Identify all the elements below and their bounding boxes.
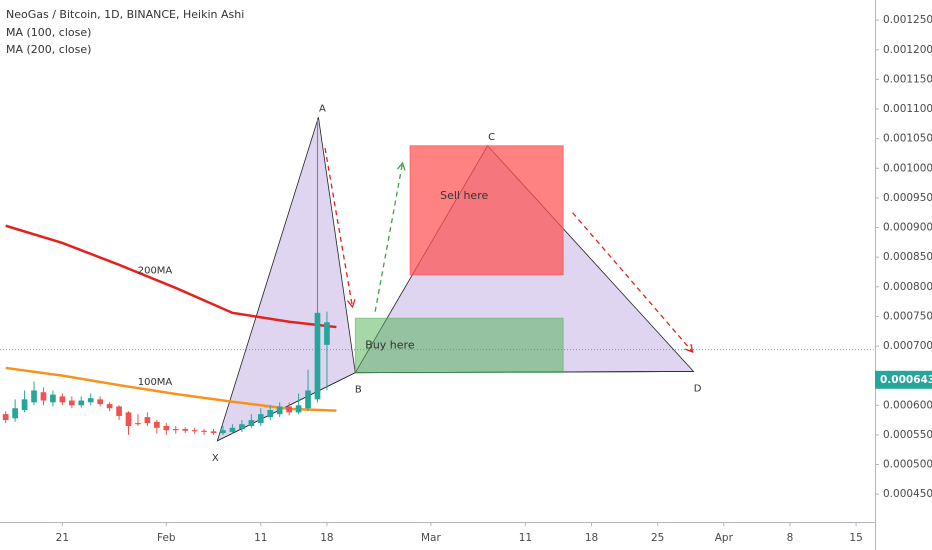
candle-body: [12, 408, 18, 419]
candle-body: [267, 410, 274, 418]
y-tick-label: 0.001100: [883, 103, 932, 115]
y-tick-label: 0.000500: [883, 459, 932, 471]
candle-body: [144, 417, 151, 424]
zone-label: Sell here: [440, 189, 488, 202]
moving-average-label: 100MA: [138, 377, 173, 388]
y-tick-label: 0.001050: [883, 133, 932, 145]
candle-body: [220, 430, 226, 434]
pattern-point-label: B: [355, 385, 362, 396]
arrow-head: [684, 343, 694, 353]
x-tick-label: 18: [585, 532, 598, 544]
candle-body: [106, 404, 113, 409]
candle-body: [50, 394, 56, 403]
x-tick-label: 21: [56, 532, 69, 544]
moving-average-line: [5, 224, 337, 329]
candle-body: [305, 390, 311, 409]
pattern-point-label: A: [319, 103, 326, 114]
candle-body: [68, 400, 75, 406]
last-price-label: 0.000643: [880, 374, 932, 386]
candle-body: [324, 322, 330, 345]
candle-body: [116, 406, 122, 416]
candle-body: [97, 399, 103, 405]
y-tick-label: 0.000450: [883, 488, 932, 500]
pattern-point-label: X: [212, 453, 219, 464]
y-tick-label: 0.000700: [883, 340, 932, 352]
arrow-line: [374, 162, 404, 312]
candle-body: [191, 430, 198, 432]
candle-body: [201, 430, 207, 432]
candle-body: [135, 423, 141, 425]
y-tick-label: 0.000800: [883, 281, 932, 293]
candle-body: [276, 406, 283, 415]
arrow-head: [396, 161, 406, 171]
y-tick-label: 0.000850: [883, 251, 932, 263]
x-tick-label: 11: [519, 532, 532, 544]
x-tick-label: 25: [651, 532, 664, 544]
candle-body: [248, 420, 255, 427]
candle-body: [182, 428, 189, 431]
candle-body: [229, 427, 236, 432]
arrow-head: [346, 299, 356, 309]
zone-label: Buy here: [365, 338, 415, 351]
pattern-point-label: C: [488, 132, 495, 143]
y-tick-label: 0.001000: [883, 162, 932, 174]
candle-body: [295, 405, 302, 413]
candle-body: [21, 399, 28, 411]
candle-body: [59, 396, 66, 403]
y-tick-label: 0.001250: [883, 14, 932, 26]
y-tick-label: 0.000900: [883, 222, 932, 234]
plot: Sell here Buy here X A B C D 100MA 200MA: [0, 103, 875, 464]
arrow-line: [572, 212, 694, 353]
candle-body: [163, 426, 170, 431]
legend-entry[interactable]: MA (100, close): [6, 26, 91, 39]
chart-title: NeoGas / Bitcoin, 1D, BINANCE, Heikin As…: [6, 8, 244, 21]
candle-body: [314, 312, 321, 400]
y-tick-label: 0.001200: [883, 44, 932, 56]
candle-body: [286, 406, 292, 413]
last-price-box: [875, 370, 932, 389]
legend-entry[interactable]: MA (200, close): [6, 43, 91, 56]
candle-body: [2, 414, 9, 421]
y-tick-label: 0.000750: [883, 310, 932, 322]
candle-body: [172, 428, 179, 431]
axes: 0.001250 0.001200 0.001150 0.001100 0.001050…: [56, 14, 932, 544]
pattern-leg: [217, 372, 356, 442]
y-tick-label: 0.000600: [883, 399, 932, 411]
candle-body: [210, 431, 217, 434]
y-tick-label: 0.001150: [883, 73, 932, 85]
candle-body: [239, 424, 245, 429]
x-tick-label: Mar: [421, 532, 441, 544]
x-tick-label: 8: [787, 532, 794, 544]
zone-box: [354, 317, 564, 374]
candle-body: [40, 392, 47, 401]
candle-body: [154, 421, 160, 428]
candle-body: [78, 400, 85, 406]
x-tick-label: 15: [849, 532, 862, 544]
candle-body: [87, 398, 94, 403]
x-tick-label: 18: [320, 532, 333, 544]
candle-body: [31, 390, 37, 403]
y-tick-label: 0.000950: [883, 192, 932, 204]
x-tick-label: Feb: [157, 532, 176, 544]
zone-box: [409, 145, 564, 276]
y-tick-label: 0.000550: [883, 429, 932, 441]
candle-body: [257, 414, 264, 424]
moving-average-label: 200MA: [138, 265, 173, 276]
x-tick-label: 11: [254, 532, 267, 544]
candle-body: [125, 412, 132, 427]
pattern-point-label: D: [694, 384, 702, 395]
x-tick-label: Apr: [715, 532, 734, 544]
